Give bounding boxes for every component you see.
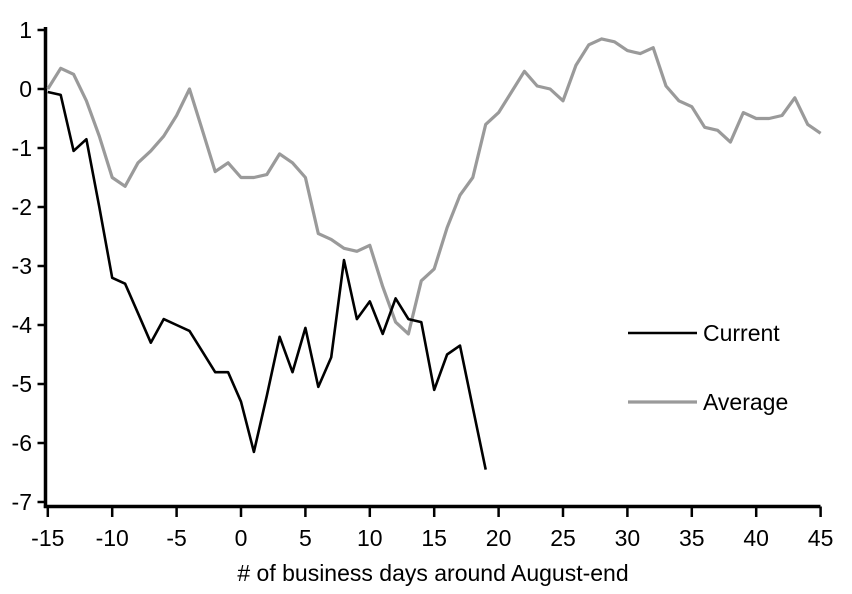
y-tick-label: -7 — [12, 489, 32, 515]
legend: Current Average — [628, 320, 788, 415]
x-axis-tick-labels: -15 -10 -5 0 5 10 15 20 25 30 35 40 45 — [31, 525, 833, 551]
y-tick-label: -3 — [12, 253, 32, 279]
y-tick-label: 1 — [19, 17, 32, 43]
legend-current-label: Current — [703, 320, 780, 346]
y-tick-label: 0 — [19, 76, 32, 102]
series-lines — [46, 37, 822, 470]
x-tick-label: 0 — [235, 525, 248, 551]
y-tick-label: -5 — [12, 371, 32, 397]
x-tick-label: -15 — [31, 525, 64, 551]
y-axis-tick-labels: 1 0 -1 -2 -3 -4 -5 -6 -7 — [12, 17, 33, 515]
average-series-line — [46, 37, 822, 336]
x-tick-label: -10 — [96, 525, 129, 551]
x-tick-label: 25 — [550, 525, 576, 551]
x-axis-ticks — [46, 506, 822, 517]
x-tick-label: -5 — [166, 525, 186, 551]
current-series-line — [47, 90, 487, 470]
y-axis-ticks — [37, 28, 46, 504]
y-tick-label: -6 — [12, 430, 32, 456]
y-tick-label: -2 — [12, 194, 32, 220]
x-tick-label: 5 — [299, 525, 312, 551]
x-axis-title: # of business days around August-end — [237, 560, 628, 586]
x-tick-label: 15 — [421, 525, 447, 551]
x-tick-label: 20 — [486, 525, 512, 551]
x-tick-label: 30 — [615, 525, 641, 551]
y-tick-label: -1 — [12, 135, 32, 161]
y-tick-label: -4 — [12, 312, 33, 338]
x-tick-label: 40 — [743, 525, 769, 551]
legend-average-label: Average — [703, 389, 788, 415]
x-tick-label: 35 — [679, 525, 705, 551]
x-tick-label: 45 — [808, 525, 834, 551]
x-tick-label: 10 — [357, 525, 383, 551]
